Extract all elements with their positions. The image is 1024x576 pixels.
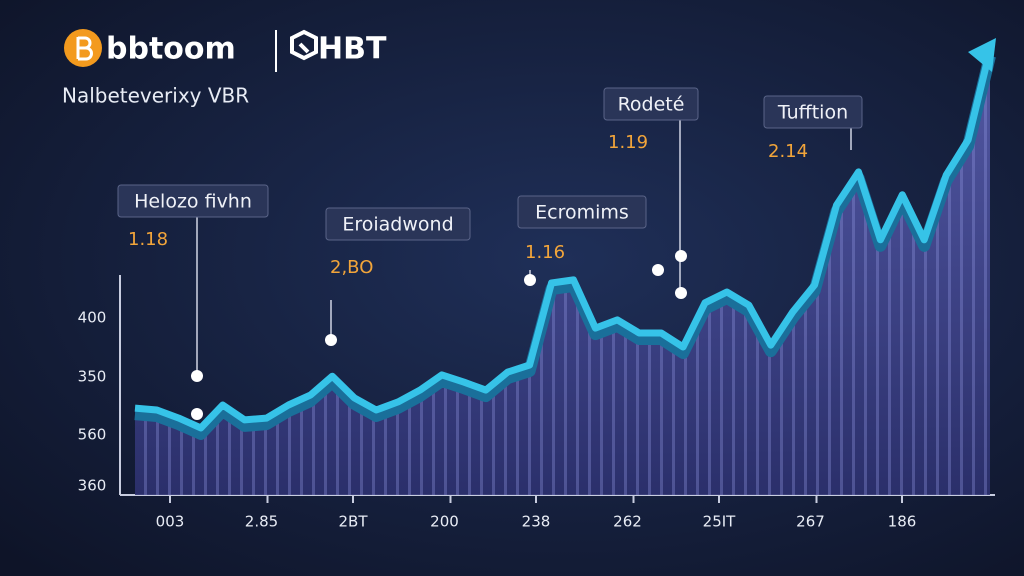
- arrow-head: [968, 37, 996, 72]
- coin-symbol: [76, 36, 93, 61]
- callout-value: 2,BO: [330, 257, 373, 278]
- x-axis-label: 267: [796, 513, 825, 531]
- callout-box: [117, 184, 269, 218]
- x-axis-label: 238: [522, 513, 551, 531]
- callout-dot: [652, 264, 664, 276]
- callout-dot: [675, 250, 687, 262]
- callout-dot: [191, 408, 203, 420]
- line: [134, 49, 994, 432]
- x-axis-label: 262: [613, 513, 642, 531]
- y-axis-label: 400: [78, 309, 107, 327]
- x-axis-label: 2BT: [339, 513, 369, 531]
- callout-label: Ecromims: [535, 202, 629, 224]
- callout-value: 1.19: [608, 132, 648, 153]
- callout-dot: [675, 287, 687, 299]
- callout-box: [517, 195, 647, 229]
- callout-label: Tufftion: [777, 102, 848, 124]
- x-axis-label: 186: [888, 513, 917, 531]
- brand-title: bbtoom: [106, 32, 236, 67]
- y-axis-label: 350: [78, 368, 107, 386]
- brand-name: HBT: [318, 32, 387, 67]
- subtitle: Nalbeteverixy VBR: [62, 84, 249, 108]
- callout-box: [603, 87, 699, 121]
- y-axis-label: 360: [78, 477, 107, 495]
- callout-value: 1.18: [128, 229, 168, 250]
- callout-box: [763, 95, 863, 129]
- callout-label: Rodeté: [618, 94, 685, 116]
- callout-value: 2.14: [768, 141, 808, 162]
- x-axis-label: 2.85: [245, 513, 278, 531]
- callout-value: 1.16: [525, 242, 565, 263]
- callout-label: Helozo fivhn: [134, 191, 252, 213]
- callout-box: [325, 207, 471, 241]
- callout-dot: [325, 334, 337, 346]
- x-axis-label: 25IT: [703, 513, 737, 531]
- x-axis-label: 003: [156, 513, 185, 531]
- callout-dot: [191, 370, 203, 382]
- callout-dot: [524, 274, 536, 286]
- callout-label: Eroiadwond: [342, 214, 453, 236]
- x-axis-label: 200: [430, 513, 459, 531]
- y-axis-label: 560: [78, 426, 107, 444]
- hbt-icon: [290, 29, 318, 61]
